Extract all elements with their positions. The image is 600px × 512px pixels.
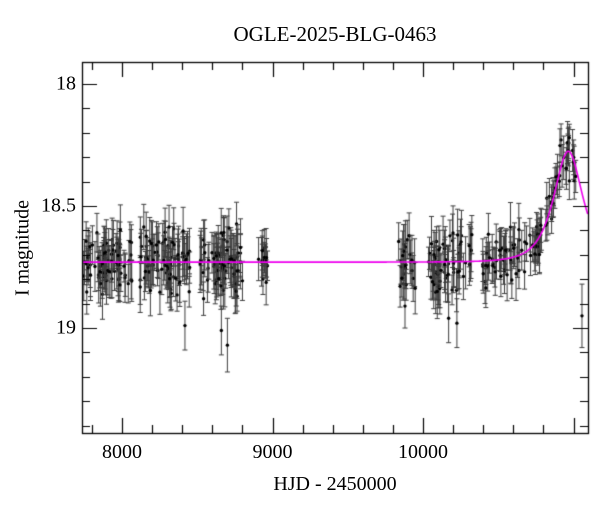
x-tick-label-0: 8000 [102, 441, 143, 463]
y-tick-label-0: 18 [56, 72, 76, 95]
x-tick-label-2: 10000 [398, 441, 449, 463]
y-tick-label-2: 19 [56, 316, 76, 339]
y-axis-label: I magnitude [11, 199, 34, 297]
x-axis-label: HJD - 2450000 [273, 473, 397, 495]
chart-title: OGLE-2025-BLG-0463 [233, 22, 437, 46]
y-tick-label-1: 18.5 [41, 194, 76, 217]
x-tick-label-1: 9000 [252, 441, 293, 463]
